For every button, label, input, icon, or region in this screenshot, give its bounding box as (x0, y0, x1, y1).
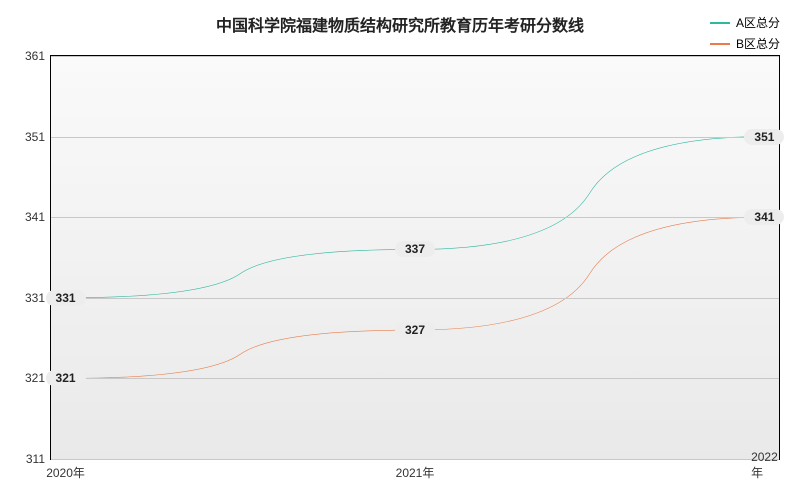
data-label: 327 (395, 322, 435, 338)
grid-line (51, 137, 779, 138)
legend-item-a: A区总分 (710, 14, 780, 31)
grid-line (51, 378, 779, 379)
y-tick-label: 331 (13, 291, 45, 305)
plot-area: 3113213313413513612020年2021年2022年3313373… (50, 55, 780, 460)
chart-lines (51, 56, 779, 459)
y-tick-label: 321 (13, 371, 45, 385)
chart-container: 中国科学院福建物质结构研究所教育历年考研分数线 A区总分 B区总分 311321… (0, 0, 800, 500)
chart-title: 中国科学院福建物质结构研究所教育历年考研分数线 (0, 12, 800, 36)
y-tick-label: 351 (13, 130, 45, 144)
grid-line (51, 217, 779, 218)
grid-line (51, 298, 779, 299)
legend-label-b: B区总分 (736, 35, 780, 52)
y-tick-label: 341 (13, 210, 45, 224)
grid-line (51, 56, 779, 57)
y-tick-label: 311 (13, 452, 45, 466)
y-tick-label: 361 (13, 49, 45, 63)
data-label: 351 (744, 129, 784, 145)
x-tick-label: 2022年 (751, 450, 778, 481)
legend-label-a: A区总分 (736, 14, 780, 31)
x-tick-label: 2020年 (46, 464, 85, 481)
legend-swatch-b (710, 43, 730, 45)
data-label: 321 (46, 370, 86, 386)
grid-line (51, 459, 779, 460)
data-label: 331 (46, 290, 86, 306)
legend-swatch-a (710, 22, 730, 24)
legend: A区总分 B区总分 (710, 14, 780, 56)
legend-item-b: B区总分 (710, 35, 780, 52)
data-label: 337 (395, 241, 435, 257)
data-label: 341 (744, 209, 784, 225)
x-tick-label: 2021年 (396, 464, 435, 481)
